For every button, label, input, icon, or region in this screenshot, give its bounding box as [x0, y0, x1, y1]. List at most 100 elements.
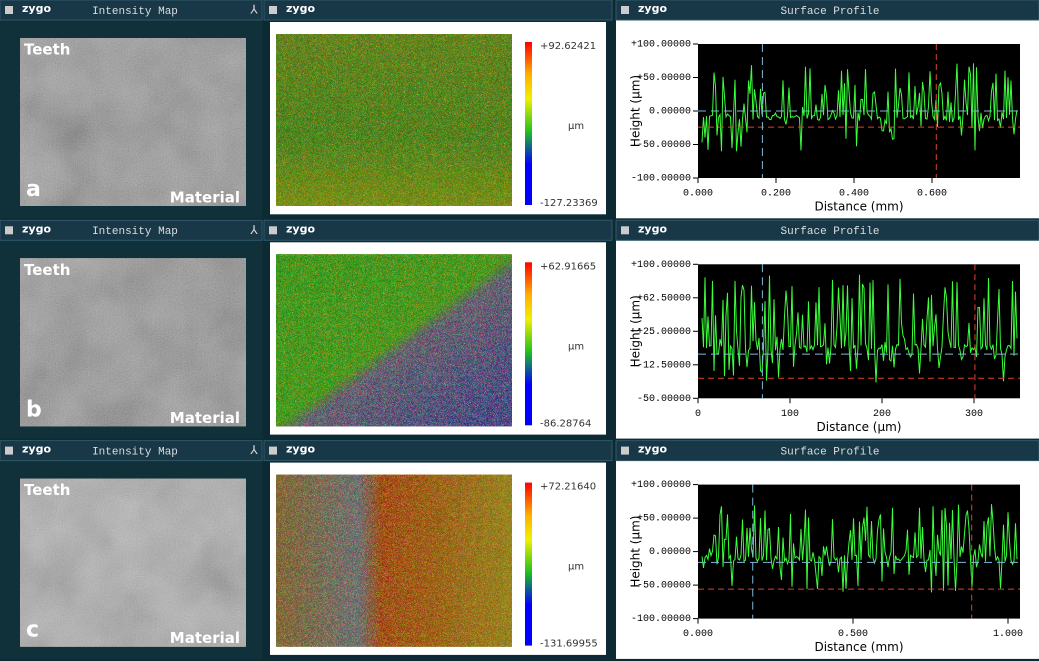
- y-tick-label: 0.00000: [649, 547, 691, 558]
- x-tick-label: 0.600: [917, 189, 947, 200]
- colorbar-max: +72.21640: [540, 482, 596, 493]
- y-axis-label: Height (µm): [629, 75, 643, 147]
- y-tick-label: -100.00000: [631, 614, 691, 625]
- bottom-label: Material: [170, 189, 240, 207]
- figure-letter: c: [26, 618, 39, 643]
- panel-title: Surface Profile: [780, 447, 879, 459]
- colorbar-min: -86.28764: [540, 418, 591, 429]
- title-bar: [615, 440, 1039, 462]
- y-tick-label: 0.00000: [649, 107, 691, 118]
- y-tick-label: +100.00000: [631, 480, 691, 491]
- y-tick-label: +62.50000: [637, 293, 691, 304]
- x-tick-label: 0.000: [683, 629, 713, 640]
- title-bar: [0, 219, 263, 241]
- bottom-label: Material: [170, 409, 240, 427]
- close-box: [621, 6, 629, 14]
- y-axis-label: Height (µm): [629, 295, 643, 367]
- x-tick-label: 1.000: [993, 629, 1023, 640]
- colorbar-min: -131.69955: [540, 639, 598, 650]
- x-tick-label: 300: [965, 409, 983, 420]
- y-tick-label: +100.00000: [631, 40, 691, 51]
- top-label: Teeth: [24, 261, 70, 279]
- y-tick-label: -12.50000: [637, 360, 691, 371]
- logo: zygo: [22, 222, 51, 235]
- y-tick-label: +100.00000: [631, 260, 691, 271]
- x-tick-label: 0.400: [839, 189, 869, 200]
- x-axis-label: Distance (mm): [814, 640, 903, 654]
- colorbar: [525, 42, 532, 205]
- y-tick-label: +25.00000: [637, 327, 691, 338]
- x-tick-label: 0.000: [683, 189, 713, 200]
- y-tick-label: -100.00000: [631, 174, 691, 185]
- logo: zygo: [286, 2, 315, 15]
- colorbar-max: +62.91665: [540, 261, 596, 272]
- logo: zygo: [286, 222, 315, 235]
- logo: zygo: [286, 443, 315, 456]
- y-tick-label: -50.00000: [637, 581, 691, 592]
- panel-title: Intensity Map: [92, 226, 178, 238]
- height-map: [276, 254, 512, 427]
- close-box: [269, 6, 277, 14]
- panel-title: Intensity Map: [92, 447, 178, 459]
- panel-title: Surface Profile: [780, 6, 879, 18]
- panel-title: Surface Profile: [780, 226, 879, 238]
- colorbar-unit: µm: [568, 341, 584, 352]
- title-bar: [263, 219, 613, 241]
- intensity-shade: [20, 38, 246, 206]
- logo: zygo: [638, 2, 667, 15]
- title-bar: [615, 219, 1039, 241]
- colorbar-max: +92.62421: [540, 41, 596, 52]
- top-label: Teeth: [24, 481, 70, 499]
- intensity-image: [20, 258, 246, 427]
- y-tick-label: -50.00000: [637, 140, 691, 151]
- x-axis-label: Distance (mm): [814, 200, 903, 214]
- figure-letter: a: [26, 177, 41, 202]
- height-map: [276, 474, 512, 647]
- intensity-shade: [20, 258, 246, 426]
- figure-letter: b: [26, 397, 42, 422]
- colorbar-min: -127.23369: [540, 198, 598, 209]
- x-axis-label: Distance (µm): [817, 420, 902, 434]
- colorbar-unit: µm: [568, 562, 584, 573]
- bottom-label: Material: [170, 629, 240, 647]
- y-tick-label: -50.00000: [637, 394, 691, 405]
- close-box: [5, 6, 13, 14]
- row: zygo Intensity Map ⅄ Teeth Material b zygo +62.…: [0, 219, 1039, 439]
- x-tick-label: 100: [781, 409, 799, 420]
- logo: zygo: [638, 222, 667, 235]
- pin-icon: ⅄: [249, 223, 258, 237]
- close-box: [269, 226, 277, 235]
- row: zygo Intensity Map ⅄ Teeth Material c zygo +72.…: [0, 440, 1039, 659]
- y-tick-label: +50.00000: [637, 514, 691, 525]
- profile-trace: [701, 504, 1018, 593]
- x-tick-label: 0.500: [838, 629, 868, 640]
- title-bar: [263, 0, 613, 21]
- colorbar: [525, 482, 532, 646]
- pin-icon: ⅄: [249, 443, 258, 457]
- profile-trace: [701, 63, 1018, 152]
- close-box: [621, 446, 629, 455]
- intensity-image: [20, 478, 246, 647]
- top-label: Teeth: [24, 41, 70, 59]
- close-box: [5, 446, 13, 455]
- profile-trace: [701, 274, 1018, 383]
- close-box: [621, 226, 629, 235]
- row: zygo Intensity Map ⅄ Teeth Material a zygo +92.…: [0, 0, 1039, 219]
- pin-icon: ⅄: [249, 3, 258, 17]
- title-bar: [0, 0, 263, 21]
- logo: zygo: [638, 443, 667, 456]
- panel-title: Intensity Map: [92, 6, 178, 18]
- x-tick-label: 200: [873, 409, 891, 420]
- title-bar: [615, 0, 1039, 21]
- intensity-shade: [20, 479, 246, 647]
- title-bar: [0, 440, 263, 462]
- x-tick-label: 0: [695, 409, 701, 420]
- logo: zygo: [22, 443, 51, 456]
- close-box: [5, 226, 13, 235]
- logo: zygo: [22, 2, 51, 15]
- y-axis-label: Height (µm): [629, 516, 643, 588]
- colorbar: [525, 262, 532, 426]
- height-map: [276, 34, 512, 206]
